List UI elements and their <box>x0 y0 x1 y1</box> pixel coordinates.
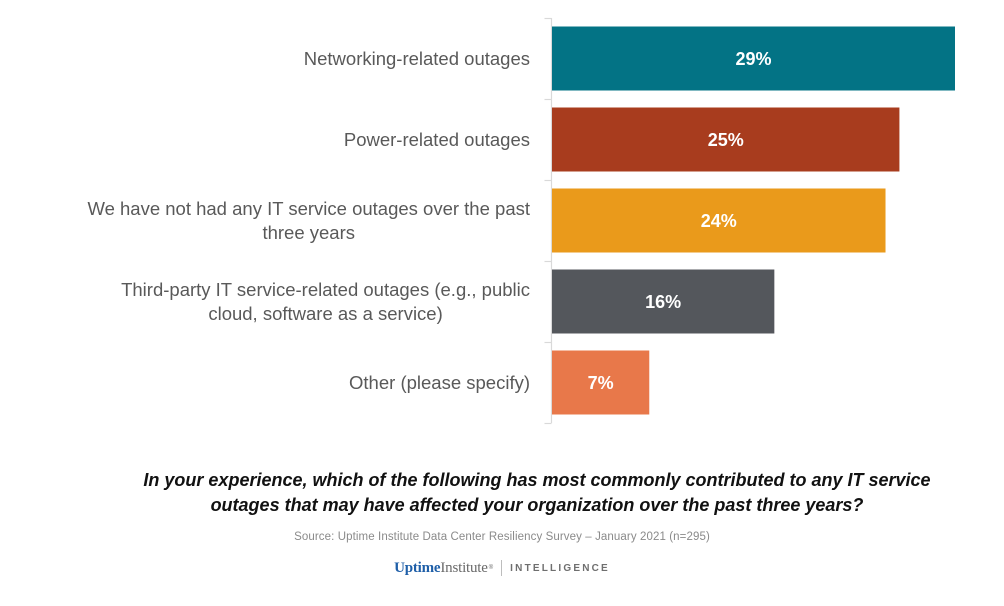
category-label: Power-related outages <box>10 99 530 180</box>
bar-value-label: 7% <box>588 373 614 393</box>
category-label-line: Other (please specify) <box>349 371 530 393</box>
bar-value-label: 29% <box>735 49 771 69</box>
logo-brand-institute: Institute <box>440 559 488 576</box>
category-label-text: Third-party IT service-related outages (… <box>121 278 530 326</box>
survey-question: In your experience, which of the followi… <box>90 468 984 518</box>
value-labels: 29% 25% 24% 16% 7% <box>588 49 772 393</box>
bar <box>552 269 775 334</box>
category-label-line: We have not had any IT service outages o… <box>87 197 530 219</box>
source-note: Source: Uptime Institute Data Center Res… <box>294 531 710 543</box>
category-label-line: Third-party IT service-related outages (… <box>121 278 530 300</box>
logo-division: INTELLIGENCE <box>510 562 610 574</box>
category-label: We have not had any IT service outages o… <box>10 180 530 261</box>
category-label-text: Networking-related outages <box>304 47 530 71</box>
question-line-1: In your experience, which of the followi… <box>143 470 931 490</box>
category-label-text: Power-related outages <box>344 128 530 152</box>
bar-chart: 29% 25% 24% 16% 7% <box>544 17 955 425</box>
category-label-text: We have not had any IT service outages o… <box>87 197 530 245</box>
bar <box>552 188 886 253</box>
category-label: Networking-related outages <box>10 18 530 99</box>
bar-value-label: 24% <box>701 211 737 231</box>
bar <box>552 26 955 91</box>
bars <box>552 26 955 415</box>
category-label-text: Other (please specify) <box>349 371 530 395</box>
bar-value-label: 25% <box>708 130 744 150</box>
uptime-institute-logo: Uptime Institute ® INTELLIGENCE <box>0 558 1004 578</box>
logo-divider <box>501 560 503 576</box>
y-axis <box>544 17 553 425</box>
bar-value-label: 16% <box>645 292 681 312</box>
category-label: Other (please specify) <box>10 342 530 423</box>
registered-mark: ® <box>488 565 494 571</box>
category-label-line: Power-related outages <box>343 128 530 150</box>
bar <box>552 350 650 415</box>
question-line-2: outages that may have affected your orga… <box>210 495 864 515</box>
logo-brand-uptime: Uptime <box>394 559 441 576</box>
category-label-line: three years <box>262 221 355 243</box>
category-label: Third-party IT service-related outages (… <box>10 261 530 342</box>
category-label-line: cloud, software as a service) <box>208 302 443 324</box>
category-label-line: Networking-related outages <box>303 47 530 69</box>
bar <box>552 107 900 172</box>
